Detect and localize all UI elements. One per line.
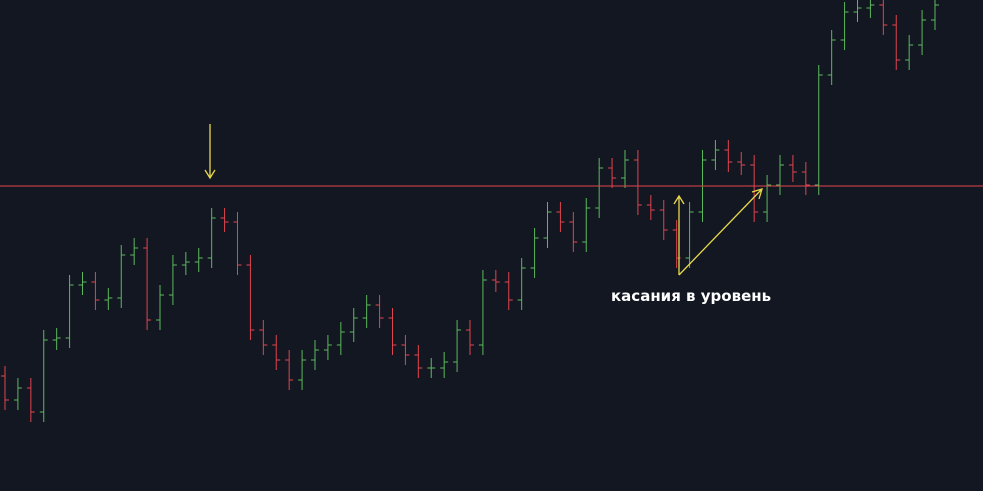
- ohlc-bar: [776, 155, 784, 195]
- ohlc-bar: [879, 0, 888, 35]
- ohlc-bar: [621, 150, 629, 188]
- ohlc-bar: [349, 308, 358, 342]
- ohlc-bar: [375, 295, 384, 328]
- ohlc-bar: [65, 275, 74, 348]
- ohlc-bar: [892, 15, 901, 70]
- ohlc-bar: [530, 228, 539, 278]
- ohlc-bar: [181, 252, 190, 275]
- ohlc-bar: [763, 175, 772, 222]
- ohlc-bar: [543, 202, 552, 248]
- ohlc-bar: [633, 150, 642, 215]
- ohlc-bar: [285, 350, 294, 390]
- ohlc-bar: [194, 248, 203, 272]
- ohlc-bar: [788, 155, 797, 182]
- ohlc-bar: [478, 270, 487, 355]
- ohlc-bar: [311, 340, 319, 370]
- ohlc-bar: [246, 255, 255, 340]
- ohlc-bar: [556, 202, 565, 232]
- ohlc-bar: [931, 0, 939, 30]
- ohlc-bar: [362, 295, 371, 328]
- ohlc-bar: [323, 335, 332, 360]
- ohlc-bar: [750, 155, 759, 222]
- ohlc-bar: [905, 35, 914, 70]
- ohlc-bar: [26, 378, 35, 422]
- ohlc-bar: [233, 212, 242, 275]
- arrow-up: [673, 194, 685, 275]
- ohlc-bar: [840, 2, 849, 50]
- ohlc-bar: [853, 0, 862, 22]
- ohlc-bar: [711, 140, 720, 170]
- ohlc-bar: [298, 350, 307, 390]
- ohlc-bar: [453, 320, 462, 372]
- ohlc-bar: [440, 352, 449, 378]
- ohlc-bar: [91, 272, 100, 310]
- ohlc-bar: [156, 285, 164, 330]
- ohlc-bar: [143, 238, 152, 330]
- ohlc-bar: [646, 195, 655, 220]
- ohlc-bar: [388, 308, 397, 355]
- ohlc-bar: [659, 200, 668, 240]
- ohlc-bar: [130, 238, 139, 265]
- ohlc-bar: [569, 212, 578, 252]
- ohlc-bar: [401, 335, 410, 365]
- ohlc-bar: [78, 272, 87, 295]
- ohlc-bar: [737, 152, 746, 175]
- ohlc-bar: [491, 270, 500, 292]
- ohlc-bar: [866, 0, 875, 18]
- ohlc-bar: [39, 330, 48, 422]
- annotation: касания в уровень: [611, 287, 771, 305]
- ohlc-bar: [918, 10, 927, 55]
- ohlc-bar: [504, 272, 513, 310]
- ohlc-bar: [117, 245, 126, 308]
- ohlc-bar: [13, 378, 22, 410]
- ohlc-bar: [595, 158, 604, 218]
- ohlc-bar: [685, 202, 694, 268]
- ohlc-bar: [168, 255, 177, 305]
- ohlc-bar: [52, 328, 61, 350]
- ohlc-bar: [272, 335, 281, 370]
- ohlc-bar: [801, 162, 810, 195]
- bars: [1, 0, 939, 422]
- ohlc-bar: [608, 158, 617, 188]
- arrow-diagonal: [678, 188, 763, 276]
- ohlc-bar: [427, 358, 436, 378]
- ohlc-bar: [582, 198, 591, 252]
- ohlc-bar: [336, 322, 345, 355]
- ohlc-bar: [259, 320, 268, 355]
- ohlc-bar: [220, 208, 229, 232]
- ohlc-bar: [466, 320, 474, 355]
- ohlc-bar: [104, 288, 113, 310]
- ohlc-bar: [207, 208, 216, 268]
- ohlc-bar: [1, 366, 9, 410]
- ohlc-bar: [517, 258, 526, 310]
- ohlc-bar: [814, 65, 823, 195]
- ohlc-bar: [827, 30, 836, 85]
- arrow-down: [204, 124, 216, 180]
- ohlc-bar: [724, 140, 733, 172]
- ohlc-bar: [414, 345, 423, 378]
